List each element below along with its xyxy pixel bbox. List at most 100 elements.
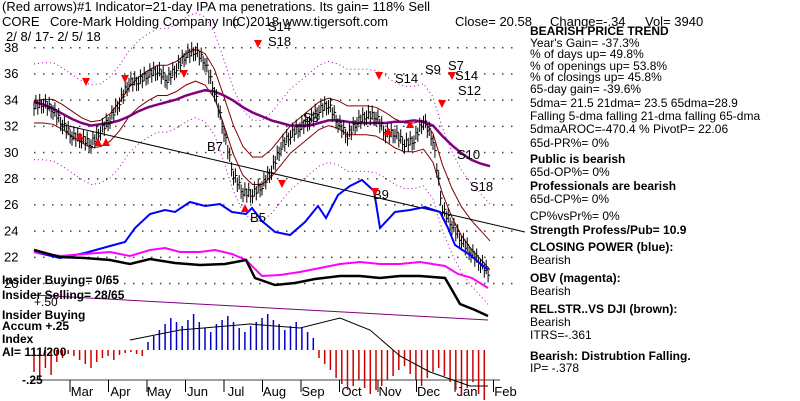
grid-dot bbox=[97, 178, 99, 180]
grid-dot bbox=[385, 99, 387, 101]
grid-dot bbox=[502, 230, 504, 232]
grid-dot bbox=[457, 256, 459, 259]
grid-dot bbox=[160, 230, 162, 232]
grid-dot bbox=[484, 204, 486, 206]
grid-dot bbox=[457, 282, 459, 285]
volume-value: Vol= 3940 bbox=[645, 14, 704, 29]
grid-dot bbox=[268, 125, 270, 128]
grid-dot bbox=[439, 230, 441, 232]
grid-dot bbox=[466, 73, 468, 75]
grid-dot bbox=[340, 125, 342, 128]
grid-dot bbox=[259, 256, 261, 259]
grid-dot bbox=[268, 230, 270, 232]
grid-dot bbox=[385, 204, 387, 206]
grid-dot bbox=[439, 73, 441, 75]
grid-dot bbox=[160, 204, 162, 206]
grid-dot bbox=[376, 151, 378, 154]
grid-dot bbox=[151, 204, 153, 206]
stat-line: Public is bearish bbox=[530, 152, 626, 166]
stat-line: Bearish bbox=[530, 284, 571, 298]
buy-arrow bbox=[94, 138, 102, 146]
grid-dot bbox=[79, 125, 81, 128]
sell-arrow bbox=[180, 70, 188, 78]
grid-dot bbox=[430, 125, 432, 128]
relative-strength-line bbox=[33, 248, 489, 318]
stat-line: Bearish bbox=[530, 315, 571, 329]
grid-dot bbox=[322, 125, 324, 128]
grid-dot bbox=[268, 47, 270, 49]
grid-dot bbox=[124, 99, 126, 101]
grid-dot bbox=[241, 99, 243, 101]
grid-dot bbox=[97, 125, 99, 128]
grid-dot bbox=[178, 151, 180, 154]
grid-dot bbox=[241, 151, 243, 154]
grid-dot bbox=[232, 73, 234, 75]
grid-dot bbox=[43, 282, 45, 285]
grid-dot bbox=[142, 151, 144, 154]
grid-dot bbox=[367, 282, 369, 285]
grid-dot bbox=[205, 230, 207, 232]
grid-dot bbox=[142, 99, 144, 101]
grid-dot bbox=[421, 73, 423, 75]
stat-line: ITRS=-.361 bbox=[530, 328, 592, 342]
grid-dot bbox=[457, 47, 459, 49]
grid-dot bbox=[277, 47, 279, 49]
grid-dot bbox=[313, 256, 315, 259]
price-tick: 26 bbox=[4, 197, 18, 212]
grid-dot bbox=[484, 125, 486, 128]
grid-dot bbox=[313, 178, 315, 180]
grid-dot bbox=[115, 178, 117, 180]
grid-dot bbox=[232, 47, 234, 49]
grid-dot bbox=[178, 73, 180, 75]
grid-dot bbox=[52, 230, 54, 232]
grid-dot bbox=[151, 256, 153, 259]
grid-dot bbox=[241, 230, 243, 232]
grid-dot bbox=[511, 99, 513, 101]
grid-dot bbox=[160, 47, 162, 49]
grid-dot bbox=[430, 204, 432, 206]
grid-dot bbox=[232, 125, 234, 128]
grid-dot bbox=[61, 125, 63, 128]
signal-label: S18 bbox=[470, 179, 493, 194]
grid-dot bbox=[70, 47, 72, 49]
grid-dot bbox=[250, 125, 252, 128]
grid-dot bbox=[88, 125, 90, 128]
grid-dot bbox=[493, 125, 495, 128]
grid-dot bbox=[70, 230, 72, 232]
sell-arrow bbox=[82, 78, 90, 86]
grid-dot bbox=[79, 99, 81, 101]
grid-dot bbox=[511, 230, 513, 232]
grid-dot bbox=[358, 73, 360, 75]
stat-line: 65d-CP%= 0% bbox=[530, 192, 610, 206]
grid-dot bbox=[484, 99, 486, 101]
price-bars bbox=[33, 42, 491, 283]
grid-dot bbox=[340, 204, 342, 206]
grid-dot bbox=[313, 47, 315, 49]
grid-dot bbox=[421, 47, 423, 49]
grid-dot bbox=[475, 151, 477, 154]
envelope-upper bbox=[33, 12, 491, 205]
indicator-lines bbox=[33, 178, 489, 321]
price-tick: 28 bbox=[4, 171, 18, 186]
grid-dot bbox=[277, 204, 279, 206]
price-tick: 38 bbox=[4, 40, 18, 55]
grid-dot bbox=[394, 125, 396, 128]
grid-dot bbox=[511, 204, 513, 206]
grid-dot bbox=[142, 256, 144, 259]
downtrend-line bbox=[59, 123, 526, 233]
grid-dot bbox=[169, 256, 171, 259]
grid-dot bbox=[403, 178, 405, 180]
grid-dot bbox=[169, 125, 171, 128]
grid-dot bbox=[358, 204, 360, 206]
grid-dot bbox=[457, 73, 459, 75]
sell-arrow bbox=[278, 180, 286, 188]
grid-dot bbox=[196, 204, 198, 206]
stat-line: 65d-PR%= 0% bbox=[530, 136, 610, 150]
grid-dot bbox=[322, 204, 324, 206]
grid-dot bbox=[466, 47, 468, 49]
grid-dot bbox=[376, 99, 378, 101]
grid-dot bbox=[223, 204, 225, 206]
grid-dot bbox=[178, 99, 180, 101]
grid-dot bbox=[439, 151, 441, 154]
grid-dot bbox=[160, 282, 162, 285]
